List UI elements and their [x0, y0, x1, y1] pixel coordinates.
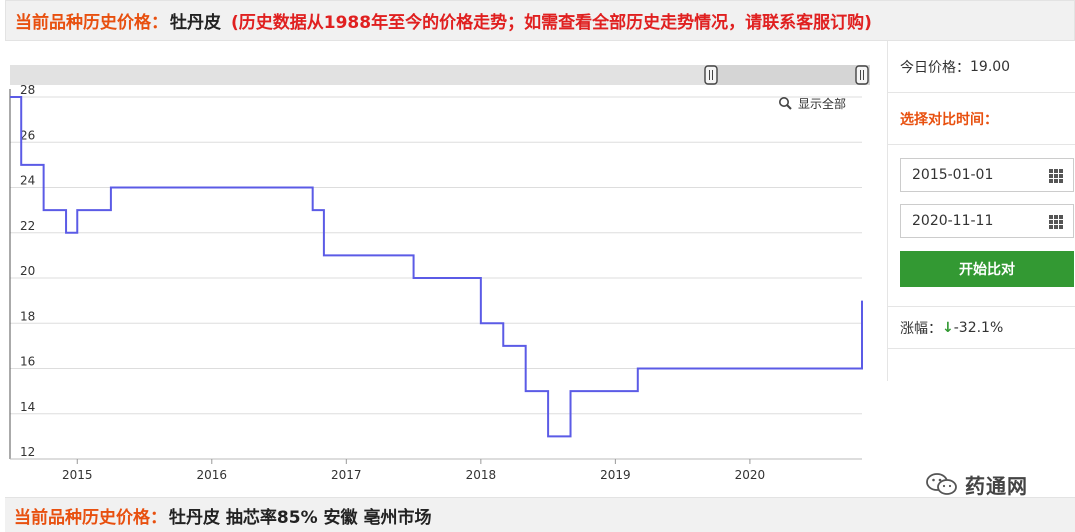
calendar-icon[interactable]	[1049, 215, 1063, 229]
navigator-handle-left[interactable]	[704, 65, 718, 85]
y-tick-label: 20	[20, 264, 35, 278]
end-date-field[interactable]: 2020-11-11	[900, 204, 1074, 238]
chart-series	[9, 96, 863, 438]
watermark-text: 药通网	[965, 473, 1028, 498]
x-tick-label: 2019	[600, 468, 631, 482]
chart-axes: 12 14 16 18 20 22 24 26 28 2015 2016 2017 2018 2019 20…	[9, 83, 862, 482]
right-panel: 今日价格： 19.00 选择对比时间： 2015-01-01 2020-11-1…	[887, 41, 1075, 381]
x-tick-label: 2017	[331, 468, 362, 482]
header-bar: 当前品种历史价格： 牡丹皮 (历史数据从1988年至今的价格走势；如需查看全部历…	[5, 0, 1075, 41]
wechat-icon	[926, 473, 957, 495]
footer-product: 牡丹皮 抽芯率85% 安徽 亳州市场	[169, 507, 432, 528]
header-label: 当前品种历史价格：	[15, 13, 168, 33]
change-label: 涨幅：	[900, 320, 942, 337]
range-navigator[interactable]	[10, 65, 870, 85]
y-tick-label: 12	[20, 445, 35, 459]
today-price-row: 今日价格： 19.00	[888, 41, 1075, 93]
y-tick-label: 26	[20, 128, 35, 142]
y-tick-label: 28	[20, 83, 35, 97]
x-tick-label: 2016	[197, 468, 228, 482]
show-all-button[interactable]: 显示全部	[778, 96, 846, 111]
series-line-0	[10, 96, 863, 438]
zoom-icon-handle	[786, 104, 792, 110]
y-tick-label: 22	[20, 219, 35, 233]
start-date-value: 2015-01-01	[912, 167, 994, 183]
y-tick-label: 18	[20, 309, 35, 323]
x-tick-label: 2015	[62, 468, 93, 482]
footer-label: 当前品种历史价格：	[14, 507, 167, 528]
x-tick-label: 2018	[466, 468, 497, 482]
change-row: 涨幅： ↓ -32.1%	[888, 306, 1075, 349]
today-price-value: 19.00	[970, 58, 1011, 75]
footer-bar: 当前品种历史价格： 牡丹皮 抽芯率85% 安徽 亳州市场	[5, 497, 1075, 532]
y-tick-label: 14	[20, 400, 35, 414]
navigator-handle-left-box	[704, 65, 718, 85]
zoom-icon	[778, 96, 789, 107]
show-all-label: 显示全部	[798, 96, 846, 111]
chart-svg: 12 14 16 18 20 22 24 26 28 2015 2016 2017 2018 2019 20…	[9, 65, 870, 482]
down-arrow-icon: ↓	[942, 319, 954, 336]
change-value: -32.1%	[953, 319, 1004, 336]
compare-time-label: 选择对比时间：	[888, 93, 1075, 145]
end-date-value: 2020-11-11	[912, 213, 994, 229]
navigator-handle-right-box	[855, 65, 869, 85]
price-chart: 12 14 16 18 20 22 24 26 28 2015 2016 2017 2018 2019 20…	[0, 41, 880, 497]
watermark: 药通网	[925, 468, 1028, 500]
header-note: (历史数据从1988年至今的价格走势；如需查看全部历史走势情况，请联系客服订购)	[231, 13, 872, 33]
y-tick-label: 16	[20, 355, 35, 369]
y-tick-label: 24	[20, 174, 35, 188]
navigator-handle-right[interactable]	[855, 65, 869, 85]
header-product: 牡丹皮	[170, 13, 221, 33]
today-price-label: 今日价格：	[900, 59, 970, 76]
start-compare-button[interactable]: 开始比对	[900, 251, 1074, 287]
navigator-window	[10, 65, 710, 85]
calendar-icon[interactable]	[1049, 169, 1063, 183]
x-tick-label: 2020	[735, 468, 766, 482]
start-date-field[interactable]: 2015-01-01	[900, 158, 1074, 192]
